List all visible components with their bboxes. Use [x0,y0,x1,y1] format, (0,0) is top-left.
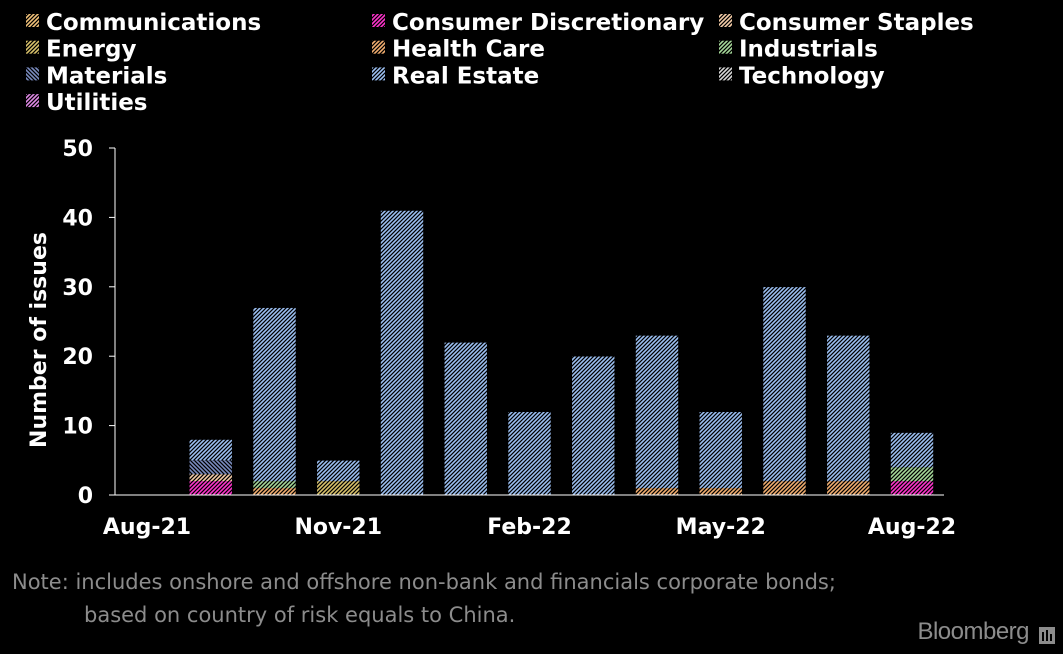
y-tick-label: 40 [62,206,93,231]
bar-real-estate-nov-21 [316,460,360,482]
bar-health-care-oct-21 [253,488,296,495]
bar-real-estate-sep-21 [189,439,233,461]
footnote-line-2: based on country of risk equals to China… [84,603,516,627]
x-tick-label-feb-22: Feb-22 [487,515,572,540]
legend-label-energy: Energy [46,37,136,63]
bar-industrials-oct-21 [253,481,296,489]
legend-swatch-consumer-staples [719,14,732,27]
bar-real-estate-jan-22 [444,342,488,495]
bar-consumer-discretionary-sep-21 [189,481,233,495]
footnote: Note: includes onshore and offshore non-… [12,566,972,632]
bar-real-estate-feb-22 [508,411,551,495]
bar-real-estate-dec-21 [380,210,424,495]
bar-real-estate-aug-22 [890,432,934,468]
bar-real-estate-apr-22 [635,335,679,489]
legend-label-consumer-staples: Consumer Staples [739,10,974,36]
legend-swatch-technology [719,67,732,81]
y-tick-label: 30 [62,276,93,301]
bar-real-estate-may-22 [699,411,743,489]
y-tick-label: 20 [62,345,93,370]
legend-swatch-real-estate [372,67,385,81]
bloomberg-terminal-icon [1039,627,1055,644]
x-axis: Aug-21 Nov-21 Feb-22 May-22 Aug-22 [103,494,956,540]
bars [188,210,934,496]
legend: Communications Consumer Discretionary Cons… [26,10,974,116]
x-tick-label-nov-21: Nov-21 [294,515,382,540]
bar-real-estate-oct-21 [253,307,296,482]
y-tick-label: 50 [62,137,93,162]
y-tick-label: 10 [62,415,93,440]
bar-health-care-apr-22 [635,488,679,495]
bar-health-care-jun-22 [763,481,806,495]
bar-energy-nov-21 [316,481,360,495]
bar-industrials-aug-22 [890,467,934,482]
bar-consumer-discretionary-aug-22 [890,481,934,495]
legend-swatch-materials [26,67,39,81]
x-tick-label-aug-21: Aug-21 [103,515,191,540]
legend-swatch-utilities [26,94,39,108]
legend-swatch-industrials [719,40,732,54]
y-axis-title: Number of issues [27,232,52,448]
x-tick-label-may-22: May-22 [676,515,766,540]
x-tick-label-aug-22: Aug-22 [868,515,956,540]
legend-label-communications: Communications [46,10,261,36]
legend-label-materials: Materials [46,63,167,89]
legend-label-real-estate: Real Estate [392,63,539,89]
legend-swatch-health-care [372,40,385,54]
source-brand: Bloomberg [917,618,1029,645]
legend-swatch-energy [26,40,39,54]
y-axis: 0 10 20 30 40 50 [62,137,116,509]
bar-real-estate-jul-22 [826,335,870,482]
stacked-bar-chart: Communications Consumer Discretionary Cons… [26,10,974,540]
y-tick-label: 0 [78,484,93,509]
bar-real-estate-mar-22 [571,356,615,495]
legend-label-technology: Technology [739,63,885,89]
legend-swatch-consumer-discretionary [372,14,385,27]
bar-materials-sep-21 [189,460,233,475]
bar-real-estate-jun-22 [763,286,806,482]
footnote-line-1: Note: includes onshore and offshore non-… [12,570,836,594]
bar-consumer-staples-sep-21 [189,474,233,482]
legend-label-utilities: Utilities [46,90,148,116]
legend-label-industrials: Industrials [739,37,878,63]
legend-label-consumer-discretionary: Consumer Discretionary [392,10,704,36]
legend-swatch-communications [26,14,39,27]
bar-health-care-jul-22 [826,481,870,495]
legend-label-health-care: Health Care [392,37,545,63]
bar-health-care-may-22 [699,488,743,495]
